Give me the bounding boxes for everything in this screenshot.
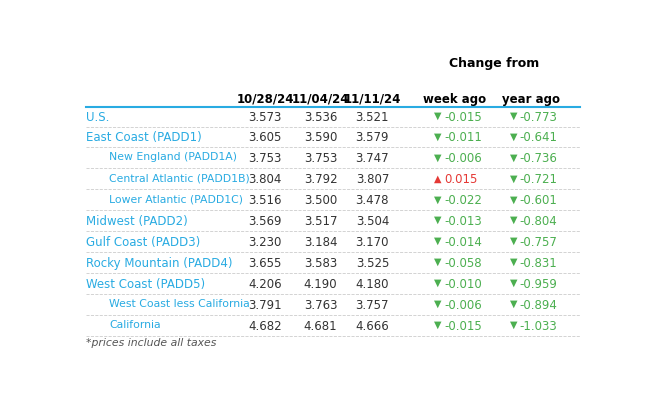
Text: -0.601: -0.601 (519, 194, 558, 207)
Text: ▼: ▼ (434, 320, 441, 330)
Text: -0.773: -0.773 (519, 110, 558, 124)
Text: -0.011: -0.011 (444, 132, 482, 144)
Text: 3.569: 3.569 (248, 215, 282, 228)
Text: ▼: ▼ (434, 194, 441, 204)
Text: 11/04/24: 11/04/24 (292, 93, 349, 106)
Text: Midwest (PADD2): Midwest (PADD2) (86, 215, 188, 228)
Text: 3.536: 3.536 (304, 110, 337, 124)
Text: week ago: week ago (423, 93, 487, 106)
Text: -0.013: -0.013 (444, 215, 482, 228)
Text: ▼: ▼ (434, 152, 441, 162)
Text: 3.605: 3.605 (248, 132, 282, 144)
Text: -0.959: -0.959 (519, 278, 558, 291)
Text: 3.579: 3.579 (356, 132, 389, 144)
Text: West Coast (PADD5): West Coast (PADD5) (86, 278, 205, 291)
Text: -0.015: -0.015 (444, 320, 482, 333)
Text: West Coast less California: West Coast less California (109, 299, 250, 309)
Text: New England (PADD1A): New England (PADD1A) (109, 152, 237, 162)
Text: ▼: ▼ (510, 278, 517, 288)
Text: ▼: ▼ (510, 257, 517, 267)
Text: East Coast (PADD1): East Coast (PADD1) (86, 132, 202, 144)
Text: -0.831: -0.831 (519, 257, 557, 270)
Text: ▼: ▼ (510, 194, 517, 204)
Text: 3.807: 3.807 (356, 173, 389, 186)
Text: 4.666: 4.666 (356, 320, 389, 333)
Text: ▼: ▼ (434, 299, 441, 309)
Text: -0.641: -0.641 (519, 132, 558, 144)
Text: -0.804: -0.804 (519, 215, 557, 228)
Text: 3.753: 3.753 (304, 152, 337, 166)
Text: 3.804: 3.804 (248, 173, 282, 186)
Text: ▼: ▼ (434, 215, 441, 225)
Text: Rocky Mountain (PADD4): Rocky Mountain (PADD4) (86, 257, 233, 270)
Text: Gulf Coast (PADD3): Gulf Coast (PADD3) (86, 236, 201, 249)
Text: ▼: ▼ (510, 110, 517, 120)
Text: 4.190: 4.190 (304, 278, 337, 291)
Text: 3.590: 3.590 (304, 132, 337, 144)
Text: 3.184: 3.184 (304, 236, 337, 249)
Text: 3.792: 3.792 (304, 173, 337, 186)
Text: 3.478: 3.478 (356, 194, 389, 207)
Text: -0.006: -0.006 (444, 152, 482, 166)
Text: 3.170: 3.170 (356, 236, 389, 249)
Text: Change from: Change from (449, 57, 540, 70)
Text: ▼: ▼ (510, 236, 517, 246)
Text: 3.753: 3.753 (248, 152, 282, 166)
Text: -0.736: -0.736 (519, 152, 558, 166)
Text: ▼: ▼ (434, 132, 441, 142)
Text: -0.014: -0.014 (444, 236, 482, 249)
Text: California: California (109, 320, 161, 330)
Text: 3.655: 3.655 (248, 257, 282, 270)
Text: *prices include all taxes: *prices include all taxes (86, 338, 216, 348)
Text: Lower Atlantic (PADD1C): Lower Atlantic (PADD1C) (109, 194, 243, 204)
Text: ▼: ▼ (434, 278, 441, 288)
Text: 3.757: 3.757 (356, 299, 389, 312)
Text: -0.721: -0.721 (519, 173, 558, 186)
Text: 3.791: 3.791 (248, 299, 282, 312)
Text: 3.573: 3.573 (248, 110, 282, 124)
Text: 10/28/24: 10/28/24 (237, 93, 294, 106)
Text: 3.525: 3.525 (356, 257, 389, 270)
Text: ▼: ▼ (434, 110, 441, 120)
Text: -1.033: -1.033 (519, 320, 557, 333)
Text: 3.517: 3.517 (304, 215, 337, 228)
Text: ▼: ▼ (434, 257, 441, 267)
Text: -0.894: -0.894 (519, 299, 558, 312)
Text: 3.583: 3.583 (304, 257, 337, 270)
Text: ▼: ▼ (510, 152, 517, 162)
Text: 11/11/24: 11/11/24 (344, 93, 401, 106)
Text: 3.516: 3.516 (248, 194, 282, 207)
Text: 3.747: 3.747 (356, 152, 389, 166)
Text: 3.504: 3.504 (356, 215, 389, 228)
Text: 3.500: 3.500 (304, 194, 337, 207)
Text: ▼: ▼ (510, 132, 517, 142)
Text: 4.206: 4.206 (248, 278, 282, 291)
Text: -0.022: -0.022 (444, 194, 482, 207)
Text: 3.763: 3.763 (304, 299, 337, 312)
Text: ▼: ▼ (510, 173, 517, 183)
Text: ▼: ▼ (434, 236, 441, 246)
Text: ▲: ▲ (434, 173, 441, 183)
Text: -0.058: -0.058 (444, 257, 482, 270)
Text: 3.230: 3.230 (248, 236, 282, 249)
Text: 3.521: 3.521 (356, 110, 389, 124)
Text: U.S.: U.S. (86, 110, 110, 124)
Text: 4.681: 4.681 (304, 320, 337, 333)
Text: year ago: year ago (502, 93, 560, 106)
Text: ▼: ▼ (510, 215, 517, 225)
Text: 4.180: 4.180 (356, 278, 389, 291)
Text: -0.015: -0.015 (444, 110, 482, 124)
Text: -0.757: -0.757 (519, 236, 558, 249)
Text: ▼: ▼ (510, 320, 517, 330)
Text: 4.682: 4.682 (248, 320, 282, 333)
Text: ▼: ▼ (510, 299, 517, 309)
Text: Central Atlantic (PADD1B): Central Atlantic (PADD1B) (109, 173, 250, 183)
Text: -0.010: -0.010 (444, 278, 482, 291)
Text: -0.006: -0.006 (444, 299, 482, 312)
Text: 0.015: 0.015 (444, 173, 477, 186)
